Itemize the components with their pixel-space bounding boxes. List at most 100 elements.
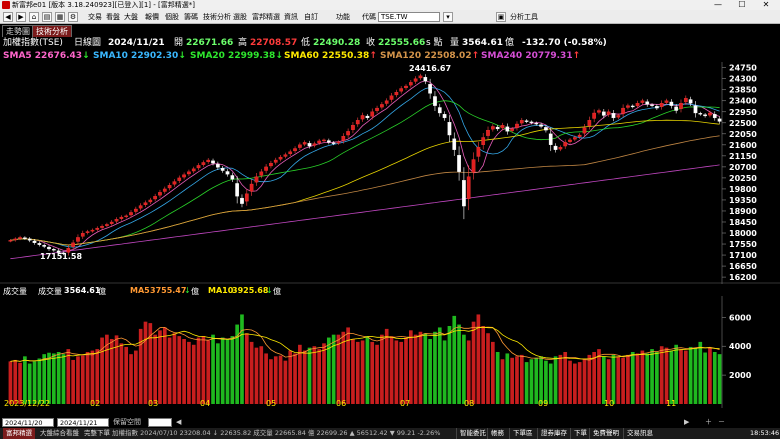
menu-bar: ◀ ▶ ⌂ ▤ ▦ ⚙ 交易 看盤 大盤 報價 個股 籌碼 技術分析 選股 富邦… — [0, 10, 780, 24]
zoom-in-icon[interactable]: ＋ — [705, 418, 712, 426]
candle-body — [307, 143, 312, 147]
candle-body — [235, 183, 239, 197]
candle-body — [230, 175, 235, 180]
volume-bar — [655, 352, 659, 404]
candle-body — [437, 107, 442, 114]
candle-body — [375, 107, 379, 111]
menu-chips[interactable]: 籌碼 — [184, 13, 198, 21]
analysis-tools-icon[interactable]: ▣ — [496, 12, 506, 22]
close-label: 收 — [366, 38, 376, 48]
menu-quote-view[interactable]: 看盤 — [106, 13, 120, 21]
volume-bar — [187, 341, 191, 404]
menu-featured[interactable]: 富邦精選 — [252, 13, 280, 21]
menu-price[interactable]: 報價 — [145, 13, 159, 21]
ma10-value: 3925.68 — [232, 286, 269, 295]
tab-trend[interactable]: 走勢圖 — [2, 25, 34, 37]
minimize-button[interactable]: — — [714, 0, 722, 9]
code-input[interactable]: TSE.TW — [378, 12, 440, 22]
candle-body — [95, 227, 100, 230]
candle-body — [288, 151, 293, 155]
ma-legend-sma20: SMA20 22999.38↓ — [190, 51, 283, 61]
ma5-label: MA5 — [130, 286, 150, 295]
volume-bar — [640, 350, 645, 404]
menu-info[interactable]: 資訊 — [284, 13, 298, 21]
code-dropdown-icon[interactable]: ▾ — [443, 12, 453, 22]
layout-icon[interactable]: ▦ — [55, 12, 65, 22]
candle-body — [384, 100, 389, 104]
candle-body — [669, 101, 674, 106]
app-icon — [2, 1, 10, 9]
to-date-input[interactable]: 2024/11/21 — [57, 418, 109, 427]
status-inventory[interactable]: 證券庫存 — [537, 428, 567, 439]
volume-bar — [51, 353, 56, 404]
print-icon[interactable]: ▤ — [42, 12, 52, 22]
status-board-button[interactable]: 大盤綜合看盤 — [40, 429, 79, 437]
title-bar: 新富邦e01 [版本 3.18.240923][已登入][1] - [富邦精選*… — [0, 0, 780, 10]
candle-body — [240, 197, 244, 204]
scroll-left-icon[interactable]: ◀ — [176, 418, 182, 426]
price-tick-label: 21150 — [729, 152, 757, 161]
ma-legend-sma5: SMA5 22676.43↓ — [3, 51, 90, 61]
status-account[interactable]: 帳務 — [487, 428, 504, 439]
keep-space-input[interactable] — [148, 418, 172, 427]
volume-bar — [298, 344, 302, 404]
volume-bar — [659, 346, 664, 404]
volume-bar — [394, 340, 399, 404]
volume-bar — [341, 331, 346, 404]
volume-bar — [408, 330, 413, 404]
x-axis-label: 04 — [200, 399, 210, 408]
volume-bar — [355, 341, 360, 404]
menu-technical[interactable]: 技術分析 — [203, 13, 231, 21]
ma5-unit: 億 — [191, 287, 199, 296]
candle-body — [712, 114, 717, 119]
maximize-button[interactable]: ☐ — [738, 0, 746, 9]
volume-bar — [201, 336, 206, 404]
menu-analysis-tools[interactable]: 分析工具 — [510, 13, 538, 21]
close-button[interactable]: ✕ — [762, 0, 770, 9]
volume-bar — [568, 360, 572, 404]
menu-market[interactable]: 大盤 — [124, 13, 138, 21]
volume-bar — [650, 349, 654, 404]
ma-legend-value: SMA10 22902.30 — [93, 51, 179, 61]
candle-body — [698, 113, 703, 115]
home-icon[interactable]: ⌂ — [29, 12, 39, 22]
status-order-area[interactable]: 下單區 — [509, 428, 533, 439]
status-smart-order[interactable]: 智能委託 — [456, 428, 486, 439]
candle-body — [351, 125, 355, 130]
candle-body — [211, 160, 215, 164]
ma-line-sma20 — [10, 100, 720, 246]
menu-custom[interactable]: 自訂 — [304, 13, 318, 21]
price-tick-label: 22050 — [729, 130, 757, 139]
menu-screener[interactable]: 選股 — [233, 13, 247, 21]
candle-body — [143, 202, 148, 205]
volume-bar — [606, 359, 611, 404]
forward-icon[interactable]: ▶ — [16, 12, 26, 22]
candle-body — [505, 126, 510, 132]
price-tick-label: 21600 — [729, 141, 757, 150]
status-order[interactable]: 下單 — [570, 428, 587, 439]
volume-bar — [317, 349, 322, 404]
volume-bar — [573, 363, 577, 404]
candle-body — [336, 141, 341, 144]
volume-value: 3564.61 — [462, 38, 503, 48]
status-full-order-button[interactable]: 完整下單 — [84, 429, 110, 437]
status-disclaimer[interactable]: 免費聲明 — [589, 428, 619, 439]
candle-body — [365, 115, 370, 119]
candle-body — [206, 159, 211, 163]
status-trade-message[interactable]: 交易訊息 — [623, 428, 653, 439]
menu-trade[interactable]: 交易 — [88, 13, 102, 21]
from-date-input[interactable]: 2024/11/20 — [2, 418, 54, 427]
status-featured-button[interactable]: 富邦精選 — [3, 428, 35, 439]
candle-body — [491, 126, 495, 130]
volume-bar — [457, 324, 461, 404]
settings-icon[interactable]: ⚙ — [68, 12, 78, 22]
candle-body — [177, 177, 182, 181]
tab-technical-analysis[interactable]: 技術分析 — [32, 25, 72, 37]
back-icon[interactable]: ◀ — [3, 12, 13, 22]
zoom-out-icon[interactable]: － — [718, 418, 725, 426]
menu-stock[interactable]: 個股 — [165, 13, 179, 21]
quote-info-bar: 加權指數(TSE) 日線圖 2024/11/21 開 22671.66 高 22… — [0, 37, 780, 49]
candle-body — [413, 78, 418, 82]
scroll-right-icon[interactable]: ▶ — [684, 418, 690, 426]
menu-function[interactable]: 功能 — [336, 13, 350, 21]
